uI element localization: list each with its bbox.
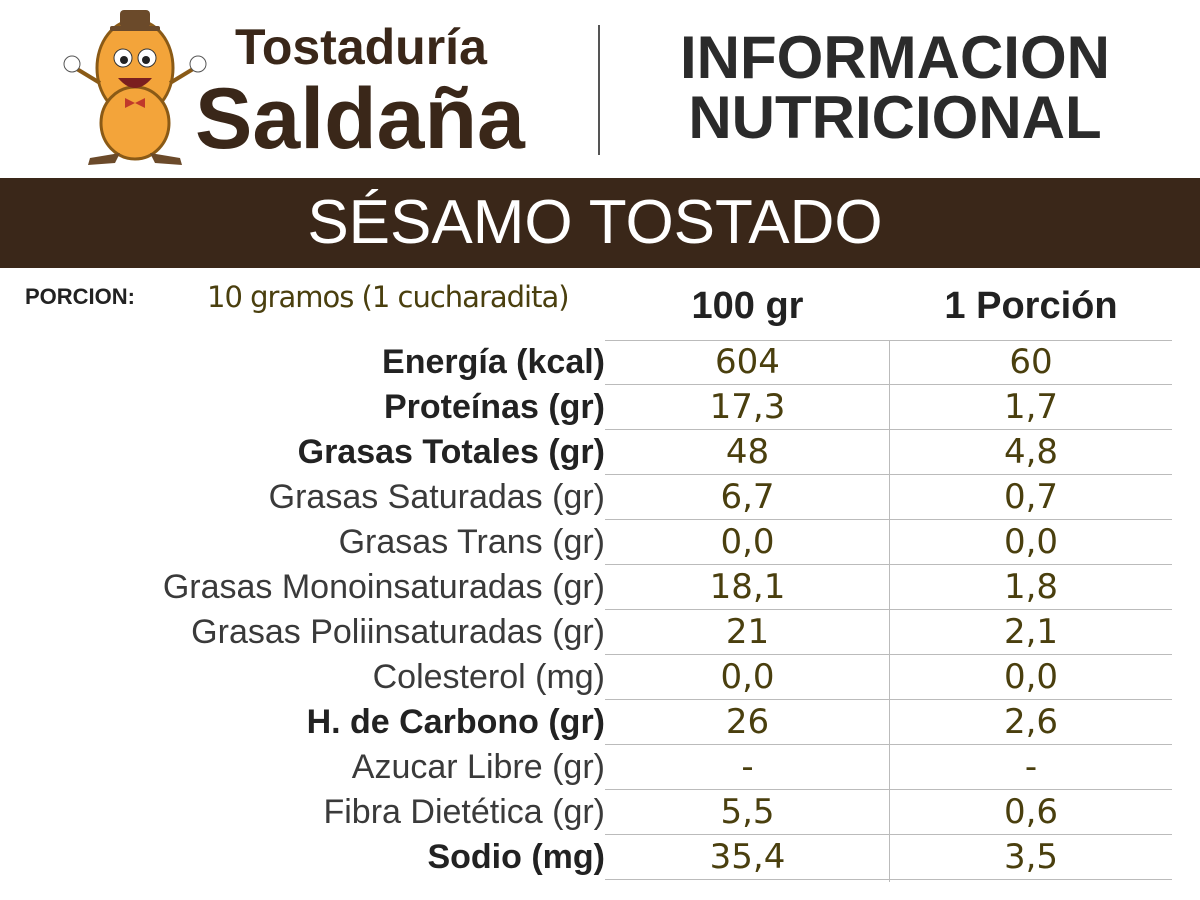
row-label: Sodio (mg) — [427, 838, 605, 876]
value-portion: 0,0 — [1003, 522, 1059, 562]
value-portion: 60 — [1009, 342, 1053, 382]
row-line — [605, 699, 1172, 700]
value-portion: 4,8 — [1003, 432, 1059, 472]
row-line — [605, 340, 1172, 341]
row-line — [605, 744, 1172, 745]
table-row: Proteínas (gr) 17,3 1,7 — [0, 385, 1200, 430]
row-label: Grasas Trans (gr) — [338, 523, 605, 561]
value-100g: 21 — [725, 612, 770, 652]
table-row: Azucar Libre (gr) - - — [0, 745, 1200, 790]
row-label: Grasas Monoinsaturadas (gr) — [162, 568, 605, 606]
mascot — [63, 10, 207, 165]
table-row: Sodio (mg) 35,4 3,5 — [0, 835, 1200, 880]
table-row: Grasas Trans (gr) 0,0 0,0 — [0, 520, 1200, 565]
value-100g: 48 — [725, 432, 770, 472]
row-line — [605, 384, 1172, 385]
brand-line1: Tostaduría — [235, 19, 487, 75]
row-label: Proteínas (gr) — [383, 388, 605, 426]
value-100g: 17,3 — [709, 387, 786, 427]
row-label: Grasas Saturadas (gr) — [268, 478, 605, 516]
row-line — [605, 429, 1172, 430]
portion-value: 10 gramos (1 cucharadita) — [207, 280, 570, 314]
value-100g: 35,4 — [709, 837, 786, 877]
header-title: INFORMACION — [680, 24, 1110, 91]
table-row: Grasas Monoinsaturadas (gr) 18,1 1,8 — [0, 565, 1200, 610]
row-label: Grasas Poliinsaturadas (gr) — [191, 613, 605, 651]
row-line — [605, 609, 1172, 610]
product-title: SÉSAMO TOSTADO — [307, 188, 883, 257]
value-100g: 604 — [715, 342, 780, 382]
row-line — [605, 879, 1172, 880]
value-portion: - — [1024, 747, 1038, 787]
row-line — [605, 654, 1172, 655]
brand-line2: Saldaña — [195, 71, 525, 167]
column-divider — [889, 340, 890, 882]
table-row: Grasas Poliinsaturadas (gr) 21 2,1 — [0, 610, 1200, 655]
value-100g: 6,7 — [720, 477, 775, 517]
table-row: Grasas Saturadas (gr) 6,7 0,7 — [0, 475, 1200, 520]
column-header: 100 gr — [691, 285, 804, 327]
row-label: Colesterol (mg) — [372, 658, 605, 696]
row-line — [605, 564, 1172, 565]
row-line — [605, 834, 1172, 835]
table-row: H. de Carbono (gr) 26 2,6 — [0, 700, 1200, 745]
table-row: Grasas Totales (gr) 48 4,8 — [0, 430, 1200, 475]
value-100g: 0,0 — [720, 522, 775, 562]
portion-label: PORCION: — [25, 284, 135, 309]
value-portion: 2,1 — [1003, 612, 1059, 652]
divider — [598, 25, 600, 155]
row-line — [605, 474, 1172, 475]
nutrition-table: Energía (kcal) 604 60 Proteínas (gr) 17,3 1,7… — [0, 340, 1200, 885]
value-100g: 26 — [725, 702, 770, 742]
table-row: Colesterol (mg) 0,0 0,0 — [0, 655, 1200, 700]
table-row: Fibra Dietética (gr) 5,5 0,6 — [0, 790, 1200, 835]
table-row: Energía (kcal) 604 60 — [0, 340, 1200, 385]
row-label: H. de Carbono (gr) — [306, 703, 605, 741]
value-portion: 0,7 — [1003, 477, 1059, 517]
value-portion: 0,6 — [1003, 792, 1059, 832]
value-portion: 0,0 — [1003, 657, 1059, 697]
value-100g: 18,1 — [709, 567, 786, 607]
value-portion: 3,5 — [1003, 837, 1059, 877]
value-portion: 1,8 — [1003, 567, 1059, 607]
value-portion: 2,6 — [1003, 702, 1059, 742]
row-line — [605, 789, 1172, 790]
value-100g: - — [741, 747, 754, 787]
header-title: NUTRICIONAL — [688, 84, 1102, 151]
row-label: Fibra Dietética (gr) — [323, 793, 605, 831]
value-100g: 5,5 — [720, 792, 775, 832]
row-line — [605, 519, 1172, 520]
value-portion: 1,7 — [1003, 387, 1059, 427]
column-header: 1 Porción — [944, 285, 1118, 327]
row-label: Grasas Totales (gr) — [297, 433, 605, 471]
product-band — [0, 178, 1200, 268]
value-100g: 0,0 — [720, 657, 775, 697]
row-label: Azucar Libre (gr) — [351, 748, 605, 786]
row-label: Energía (kcal) — [382, 343, 605, 381]
